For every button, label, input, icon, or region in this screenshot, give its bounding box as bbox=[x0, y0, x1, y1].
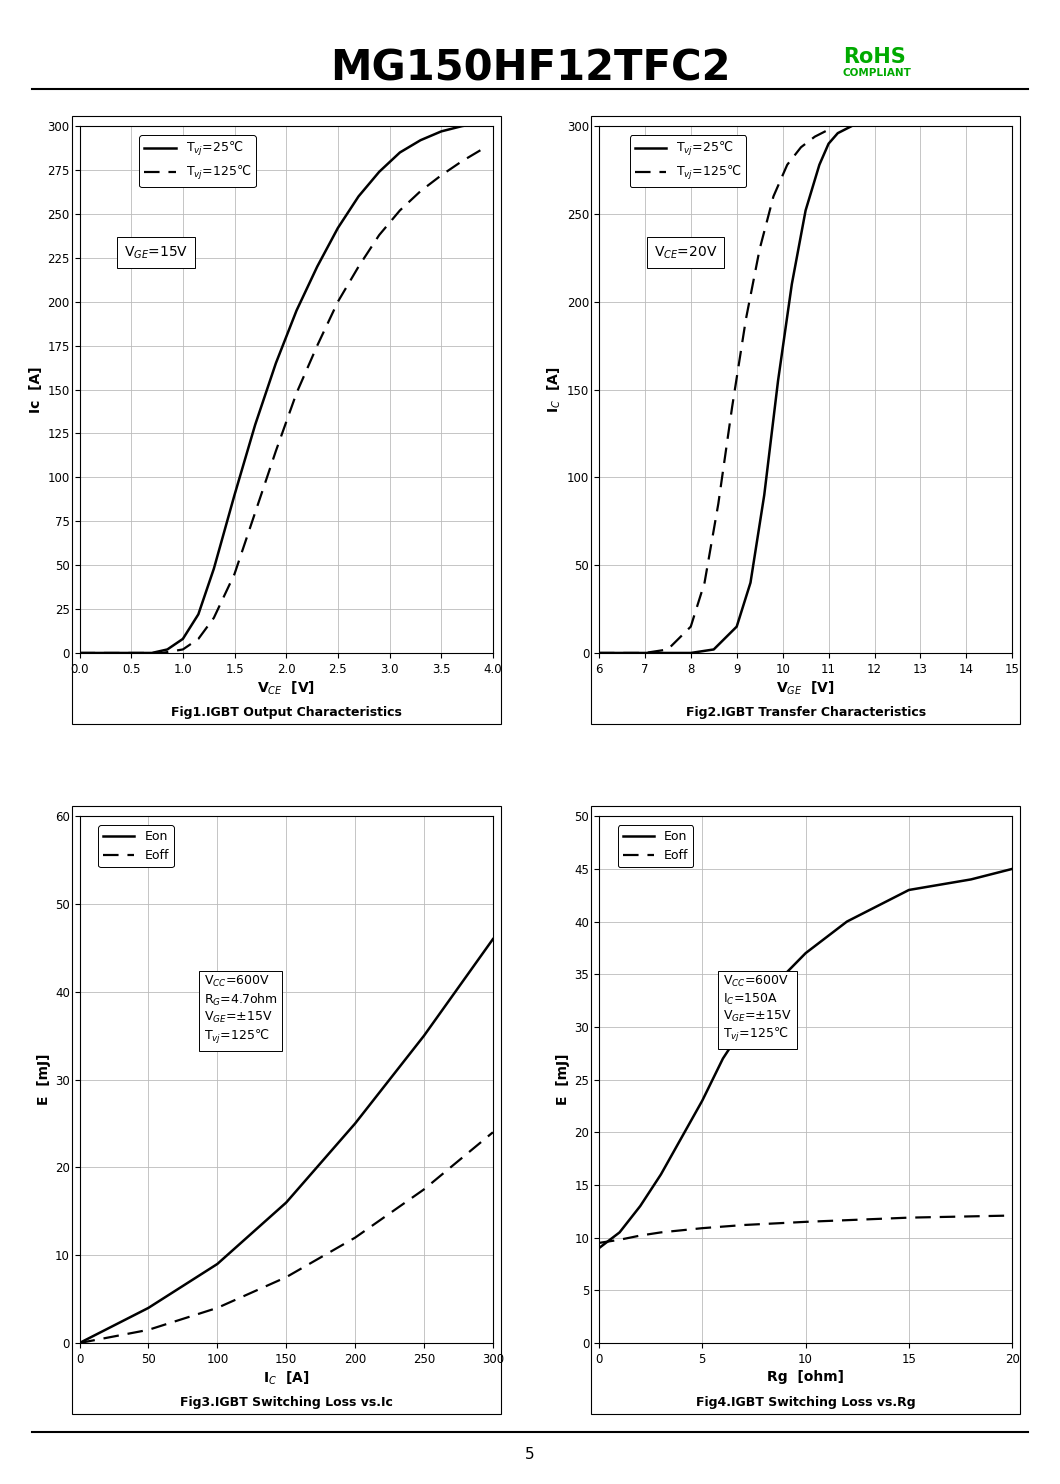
X-axis label: V$_{CE}$  [V]: V$_{CE}$ [V] bbox=[258, 680, 315, 697]
Y-axis label: E  [mJ]: E [mJ] bbox=[556, 1054, 570, 1106]
Legend: Eon, Eoff: Eon, Eoff bbox=[99, 825, 174, 867]
Title: Fig1.IGBT Output Characteristics: Fig1.IGBT Output Characteristics bbox=[171, 706, 402, 718]
Y-axis label: Ic  [A]: Ic [A] bbox=[30, 367, 43, 413]
Y-axis label: E  [mJ]: E [mJ] bbox=[37, 1054, 51, 1106]
Text: 5: 5 bbox=[525, 1447, 535, 1462]
X-axis label: I$_C$  [A]: I$_C$ [A] bbox=[263, 1370, 310, 1388]
Title: Fig3.IGBT Switching Loss vs.Ic: Fig3.IGBT Switching Loss vs.Ic bbox=[180, 1396, 392, 1408]
Title: Fig4.IGBT Switching Loss vs.Rg: Fig4.IGBT Switching Loss vs.Rg bbox=[695, 1396, 916, 1408]
Title: Fig2.IGBT Transfer Characteristics: Fig2.IGBT Transfer Characteristics bbox=[686, 706, 925, 718]
Text: V$_{CC}$=600V
I$_C$=150A
V$_{GE}$=±15V
T$_{vj}$=125℃: V$_{CC}$=600V I$_C$=150A V$_{GE}$=±15V T… bbox=[723, 975, 792, 1045]
Text: COMPLIANT: COMPLIANT bbox=[843, 68, 912, 79]
Text: V$_{GE}$=15V: V$_{GE}$=15V bbox=[124, 245, 189, 261]
Legend: T$_{vj}$=25℃, T$_{vj}$=125℃: T$_{vj}$=25℃, T$_{vj}$=125℃ bbox=[140, 135, 257, 187]
X-axis label: V$_{GE}$  [V]: V$_{GE}$ [V] bbox=[776, 680, 835, 697]
Text: RoHS: RoHS bbox=[843, 47, 905, 67]
Y-axis label: I$_C$  [A]: I$_C$ [A] bbox=[545, 367, 563, 413]
Text: MG150HF12TFC2: MG150HF12TFC2 bbox=[330, 47, 730, 89]
X-axis label: Rg  [ohm]: Rg [ohm] bbox=[767, 1370, 844, 1385]
Text: V$_{CC}$=600V
R$_G$=4.7ohm
V$_{GE}$=±15V
T$_{vj}$=125℃: V$_{CC}$=600V R$_G$=4.7ohm V$_{GE}$=±15V… bbox=[204, 975, 278, 1046]
Legend: T$_{vj}$=25℃, T$_{vj}$=125℃: T$_{vj}$=25℃, T$_{vj}$=125℃ bbox=[630, 135, 746, 187]
Text: V$_{CE}$=20V: V$_{CE}$=20V bbox=[654, 245, 718, 261]
Legend: Eon, Eoff: Eon, Eoff bbox=[618, 825, 693, 867]
